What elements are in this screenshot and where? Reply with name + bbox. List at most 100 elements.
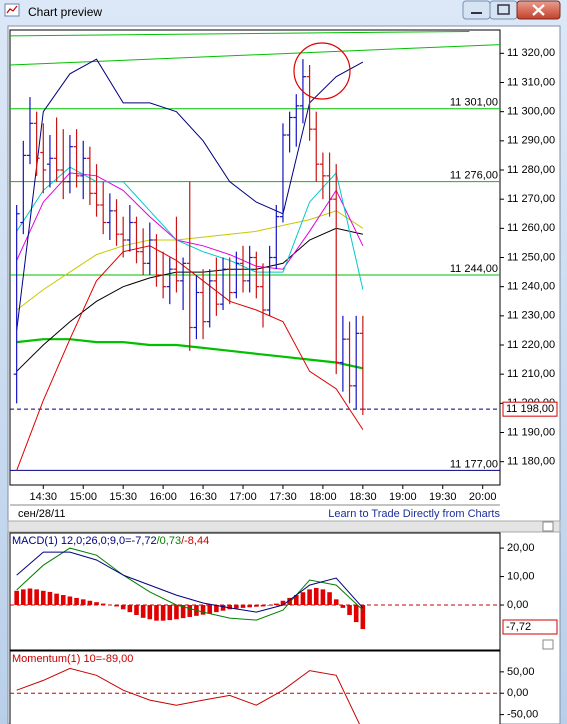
histogram-bar <box>47 591 53 606</box>
level-box <box>502 401 558 417</box>
level-label: 11 301,00 <box>450 97 498 109</box>
footer-date: сен/28/11 <box>18 508 65 520</box>
level-box-label: -7,72 <box>506 621 531 633</box>
plot <box>10 547 500 630</box>
x-tick-label: 17:00 <box>229 491 257 503</box>
y-tick-label: 50,00 <box>507 666 535 678</box>
histogram-bar <box>160 605 166 621</box>
y-tick-label: 11 230,00 <box>507 310 555 322</box>
histogram-bar <box>353 605 359 623</box>
panel-legend: MACD(1) 12,0;26,0;9,0=-7,72/0,73/-8,44 <box>12 535 209 547</box>
histogram-bar <box>247 605 252 608</box>
momentum-plot-area <box>9 650 501 724</box>
x-tick-label: 18:30 <box>349 491 377 503</box>
level-box-label: 11 198,00 <box>506 403 554 415</box>
x-tick-label: 17:30 <box>269 491 297 503</box>
y-tick-label: 11 250,00 <box>507 251 555 263</box>
x-tick-label: 19:00 <box>389 491 417 503</box>
level-label: 11 276,00 <box>450 170 498 182</box>
y-tick-label: 11 190,00 <box>507 426 555 438</box>
indicator-line <box>16 58 364 331</box>
indicator-line <box>16 667 360 724</box>
histogram-bar <box>74 597 79 606</box>
y-tick-label: 10,00 <box>507 570 535 582</box>
legend-part: Momentum(1) 10=-89,00 <box>12 653 133 665</box>
histogram-bar <box>140 605 146 618</box>
histogram-bar <box>347 605 352 615</box>
histogram-bar <box>187 605 193 617</box>
level-label: 11 177,00 <box>450 458 498 470</box>
window-title: Chart preview <box>28 5 102 19</box>
close-glyph <box>532 4 545 16</box>
x-tick-label: 15:00 <box>69 491 97 503</box>
histogram-bar <box>293 595 299 606</box>
histogram-bar <box>260 605 266 607</box>
histogram-bar <box>134 605 139 615</box>
maximize-glyph <box>497 4 510 15</box>
y-tick-label: 11 280,00 <box>507 164 555 176</box>
window-icon-glyph <box>6 5 18 14</box>
histogram-bar <box>120 605 126 610</box>
x-tick-label: 14:30 <box>30 491 58 503</box>
histogram-bar <box>220 605 226 611</box>
y-tick-label: 20,00 <box>507 542 535 554</box>
histogram-bar <box>360 605 366 630</box>
y-tick-label: -50,00 <box>507 709 538 721</box>
histogram-bar <box>60 595 66 606</box>
histogram-bar <box>40 590 46 606</box>
histogram-bar <box>27 588 33 606</box>
histogram-bar <box>214 605 219 613</box>
histogram-bar <box>127 605 133 613</box>
legend-part: /-8,44 <box>181 535 209 547</box>
histogram-bar <box>307 589 312 606</box>
y-tick-label: 0,00 <box>507 687 528 699</box>
histogram-bar <box>67 596 73 606</box>
y-tick-label: 11 300,00 <box>507 106 555 118</box>
x-tick-label: 16:00 <box>149 491 177 503</box>
plot <box>10 667 500 724</box>
histogram-bar <box>14 590 19 606</box>
level-label: 11 244,00 <box>450 263 498 275</box>
histogram-bar <box>254 605 259 607</box>
y-tick-label: 11 240,00 <box>507 281 555 293</box>
x-tick-label: 19:30 <box>429 491 457 503</box>
histogram-bar <box>313 587 319 606</box>
legend-part: /0,73 <box>157 535 181 547</box>
histogram-bar <box>147 605 153 620</box>
indicator-line <box>16 547 364 621</box>
x-tick-label: 18:00 <box>309 491 337 503</box>
panel-legend: Momentum(1) 10=-89,00 <box>12 653 133 665</box>
histogram-bar <box>154 605 159 621</box>
histogram-bar <box>94 602 99 606</box>
histogram-bar <box>21 589 26 606</box>
maximize-button[interactable] <box>489 0 518 20</box>
y-tick-label: 11 220,00 <box>507 339 555 351</box>
histogram-bar <box>200 605 206 615</box>
level-box <box>502 619 558 635</box>
x-tick-label: 16:30 <box>189 491 217 503</box>
panel-close-button[interactable] <box>542 639 554 650</box>
histogram-bar <box>34 589 39 606</box>
histogram-bar <box>227 605 233 610</box>
histogram-bar <box>87 600 93 606</box>
y-tick-label: 11 270,00 <box>507 193 555 205</box>
y-tick-label: 0,00 <box>507 599 528 611</box>
trend-line <box>10 30 470 37</box>
histogram-bar <box>100 603 106 606</box>
histogram-bar <box>267 605 272 606</box>
histogram-bar <box>234 605 239 609</box>
histogram-bar <box>300 592 306 606</box>
minimize-button[interactable] <box>462 0 491 20</box>
histogram-bar <box>80 599 86 606</box>
panel-close-button[interactable] <box>542 521 554 532</box>
panel-separator <box>7 520 561 533</box>
histogram-bar <box>340 605 346 608</box>
y-tick-label: 11 310,00 <box>507 76 555 88</box>
learn-link[interactable]: Learn to Trade Directly from Charts <box>328 508 500 520</box>
histogram-bar <box>320 589 326 606</box>
macd-plot-area <box>9 532 501 651</box>
y-tick-label: 11 320,00 <box>507 47 555 59</box>
histogram-bar <box>287 597 292 606</box>
